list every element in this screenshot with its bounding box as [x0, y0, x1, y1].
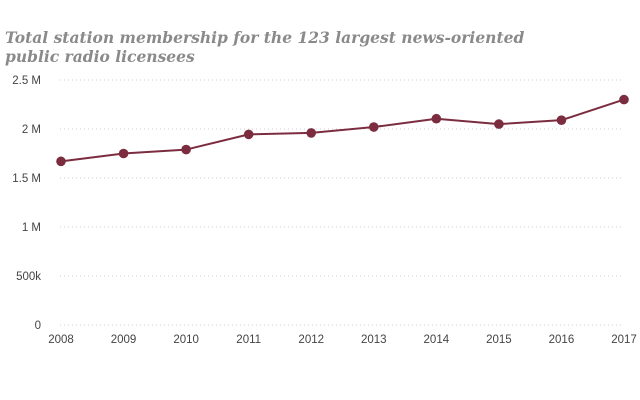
x-tick-label: 2011	[236, 334, 261, 346]
data-point	[619, 94, 629, 105]
data-point	[306, 128, 317, 138]
y-axis-ticks: 0 500k 1 M 1.5 M 2 M 2.5 M	[12, 75, 41, 332]
x-tick-label: 2017	[611, 334, 637, 346]
series-points	[56, 94, 629, 167]
x-tick-label: 2014	[424, 334, 450, 346]
series-line	[60, 98, 625, 163]
data-point	[431, 113, 442, 124]
x-tick-label: 2008	[48, 334, 74, 346]
series-line-path	[60, 98, 625, 163]
y-tick-label: 1 M	[22, 222, 41, 234]
data-point	[494, 119, 504, 129]
y-tick-label: 0	[35, 320, 41, 332]
y-tick-label: 500k	[16, 271, 41, 283]
x-tick-label: 2016	[549, 334, 575, 346]
data-point	[556, 115, 567, 125]
data-point	[368, 122, 379, 132]
gridlines	[60, 79, 624, 326]
data-point	[243, 129, 254, 140]
y-tick-label: 2.5 M	[12, 75, 41, 87]
x-tick-label: 2009	[111, 334, 137, 346]
x-tick-label: 2012	[298, 334, 324, 346]
x-tick-label: 2013	[361, 334, 387, 346]
x-axis-ticks: 2008 2009 2010 2011 2012 2013 2014 2015 2016 2017	[48, 334, 637, 346]
x-tick-label: 2010	[173, 334, 199, 346]
chart-title: Total station membership for the 123 lar…	[5, 28, 525, 66]
y-tick-label: 1.5 M	[12, 173, 41, 185]
data-point	[118, 148, 129, 159]
x-tick-label: 2015	[486, 334, 512, 346]
data-point	[181, 144, 191, 155]
y-tick-label: 2 M	[22, 124, 41, 136]
data-point	[56, 156, 66, 167]
